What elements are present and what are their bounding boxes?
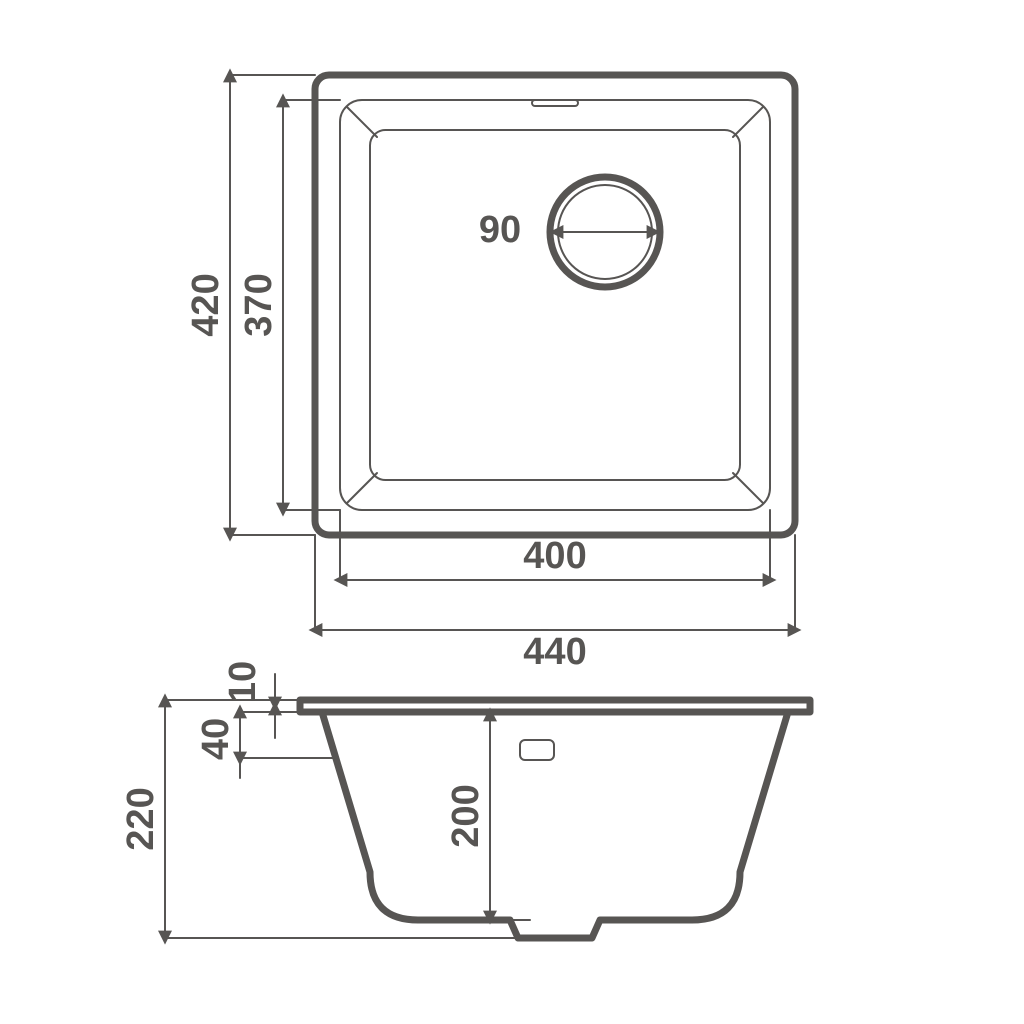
- dim-inner-w: 400: [523, 535, 586, 577]
- dim-side-220: 220: [120, 787, 162, 850]
- dim-inner-h: 370: [238, 273, 280, 336]
- dim-side-40: 40: [195, 718, 237, 760]
- dim-outer-h: 420: [185, 273, 227, 336]
- overflow-slot: [520, 740, 554, 760]
- technical-drawing: 90 420 370 400 440 220 40 10 200: [0, 0, 1024, 1024]
- dim-side-10: 10: [222, 661, 264, 703]
- dim-outer-w: 440: [523, 631, 586, 673]
- dim-side-200: 200: [445, 784, 487, 847]
- dim-drain: 90: [479, 209, 521, 251]
